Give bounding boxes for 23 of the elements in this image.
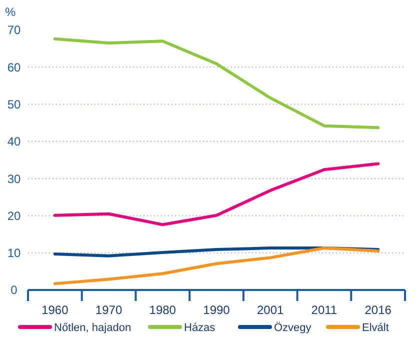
- y-tick-label: 60: [7, 60, 21, 74]
- line-series: [53, 37, 380, 130]
- y-tick-label: 40: [7, 134, 21, 149]
- x-tick-label: 1980: [149, 303, 176, 317]
- x-tick-label: 1990: [203, 303, 230, 317]
- x-tick-label: 1960: [42, 303, 69, 317]
- line-series: [53, 162, 380, 226]
- x-tick-label: 2001: [257, 303, 284, 317]
- legend-label: Nőtlen, hajadon: [54, 322, 132, 334]
- y-tick-label: 0: [10, 283, 18, 298]
- y-tick-label: 10: [7, 246, 21, 260]
- y-axis-title: %: [5, 5, 16, 19]
- legend-label: Özvegy: [274, 320, 312, 334]
- y-tick-label: 50: [7, 97, 21, 112]
- line-series: [53, 246, 380, 286]
- legend-label: Elvált: [362, 322, 389, 334]
- y-tick-label: 20: [7, 208, 21, 223]
- x-tick-label: 1970: [95, 303, 122, 317]
- x-tick-label: 2016: [364, 303, 392, 317]
- legend-label: Házas: [184, 322, 216, 334]
- y-tick-label: 30: [7, 172, 21, 186]
- x-tick-label: 2011: [311, 303, 338, 317]
- y-tick-label: 70: [7, 23, 21, 38]
